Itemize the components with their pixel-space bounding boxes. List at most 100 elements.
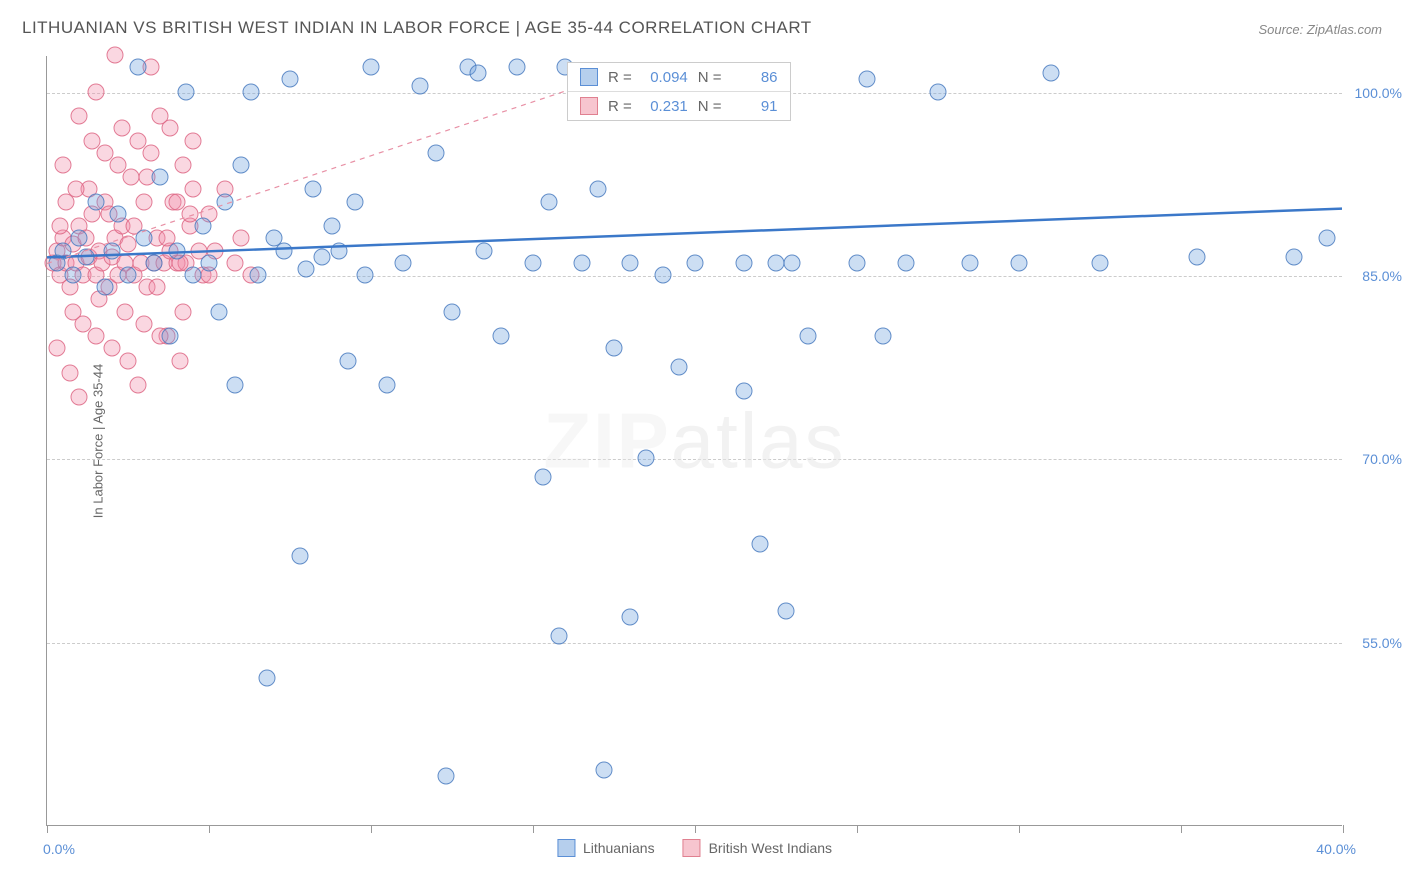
- data-point: [61, 364, 78, 381]
- x-axis-max-label: 40.0%: [1316, 841, 1356, 857]
- data-point: [849, 254, 866, 271]
- data-point: [129, 59, 146, 76]
- data-point: [178, 83, 195, 100]
- data-point: [136, 230, 153, 247]
- data-point: [508, 59, 525, 76]
- data-point: [233, 230, 250, 247]
- data-point: [120, 352, 137, 369]
- y-tick-label: 55.0%: [1362, 635, 1402, 651]
- data-point: [1318, 230, 1335, 247]
- data-point: [777, 603, 794, 620]
- data-point: [184, 267, 201, 284]
- data-point: [107, 47, 124, 64]
- data-point: [492, 328, 509, 345]
- data-point: [670, 358, 687, 375]
- data-point: [87, 328, 104, 345]
- x-axis-min-label: 0.0%: [43, 841, 75, 857]
- data-point: [962, 254, 979, 271]
- data-point: [411, 77, 428, 94]
- data-point: [233, 157, 250, 174]
- data-point: [87, 83, 104, 100]
- data-point: [1092, 254, 1109, 271]
- data-point: [210, 303, 227, 320]
- data-point: [175, 157, 192, 174]
- data-point: [298, 260, 315, 277]
- correlation-stats-box: R = 0.094 N = 86 R = 0.231 N = 91: [567, 62, 791, 121]
- data-point: [123, 169, 140, 186]
- data-point: [800, 328, 817, 345]
- data-point: [55, 242, 72, 259]
- data-point: [534, 468, 551, 485]
- data-point: [1286, 248, 1303, 265]
- data-point: [116, 303, 133, 320]
- data-point: [282, 71, 299, 88]
- data-point: [110, 205, 127, 222]
- stats-row-blue: R = 0.094 N = 86: [568, 63, 790, 92]
- data-point: [735, 254, 752, 271]
- data-point: [363, 59, 380, 76]
- data-point: [162, 328, 179, 345]
- data-point: [97, 279, 114, 296]
- data-point: [874, 328, 891, 345]
- legend-label-blue: Lithuanians: [583, 840, 655, 856]
- data-point: [149, 279, 166, 296]
- data-point: [395, 254, 412, 271]
- data-point: [1189, 248, 1206, 265]
- data-point: [687, 254, 704, 271]
- data-point: [217, 193, 234, 210]
- data-point: [427, 144, 444, 161]
- data-point: [638, 450, 655, 467]
- data-point: [103, 242, 120, 259]
- data-point: [201, 254, 218, 271]
- data-point: [184, 132, 201, 149]
- data-point: [379, 377, 396, 394]
- data-point: [120, 236, 137, 253]
- y-tick-label: 85.0%: [1362, 268, 1402, 284]
- data-point: [84, 132, 101, 149]
- data-point: [129, 377, 146, 394]
- data-point: [259, 670, 276, 687]
- data-point: [110, 157, 127, 174]
- data-point: [48, 340, 65, 357]
- data-point: [226, 377, 243, 394]
- data-point: [74, 315, 91, 332]
- data-point: [77, 248, 94, 265]
- data-point: [858, 71, 875, 88]
- data-point: [68, 181, 85, 198]
- data-point: [55, 157, 72, 174]
- data-point: [249, 267, 266, 284]
- data-point: [136, 193, 153, 210]
- data-point: [304, 181, 321, 198]
- data-point: [346, 193, 363, 210]
- data-point: [120, 267, 137, 284]
- data-point: [751, 535, 768, 552]
- data-point: [275, 242, 292, 259]
- data-point: [162, 120, 179, 137]
- data-point: [606, 340, 623, 357]
- data-point: [596, 762, 613, 779]
- watermark: ZIPatlas: [543, 395, 845, 486]
- swatch-pink-icon: [683, 839, 701, 857]
- legend-label-pink: British West Indians: [709, 840, 832, 856]
- data-point: [103, 340, 120, 357]
- data-point: [356, 267, 373, 284]
- data-point: [622, 609, 639, 626]
- data-point: [64, 267, 81, 284]
- legend-item-pink: British West Indians: [683, 839, 832, 857]
- data-point: [541, 193, 558, 210]
- data-point: [330, 242, 347, 259]
- data-point: [735, 383, 752, 400]
- data-point: [444, 303, 461, 320]
- data-point: [550, 627, 567, 644]
- chart-plot-area: ZIPatlas In Labor Force | Age 35-44 55.0…: [46, 56, 1342, 826]
- data-point: [145, 254, 162, 271]
- data-point: [184, 181, 201, 198]
- data-point: [291, 548, 308, 565]
- data-point: [152, 169, 169, 186]
- data-point: [469, 65, 486, 82]
- data-point: [51, 218, 68, 235]
- data-point: [71, 108, 88, 125]
- swatch-pink-icon: [580, 97, 598, 115]
- y-axis-title: In Labor Force | Age 35-44: [91, 363, 106, 517]
- data-point: [573, 254, 590, 271]
